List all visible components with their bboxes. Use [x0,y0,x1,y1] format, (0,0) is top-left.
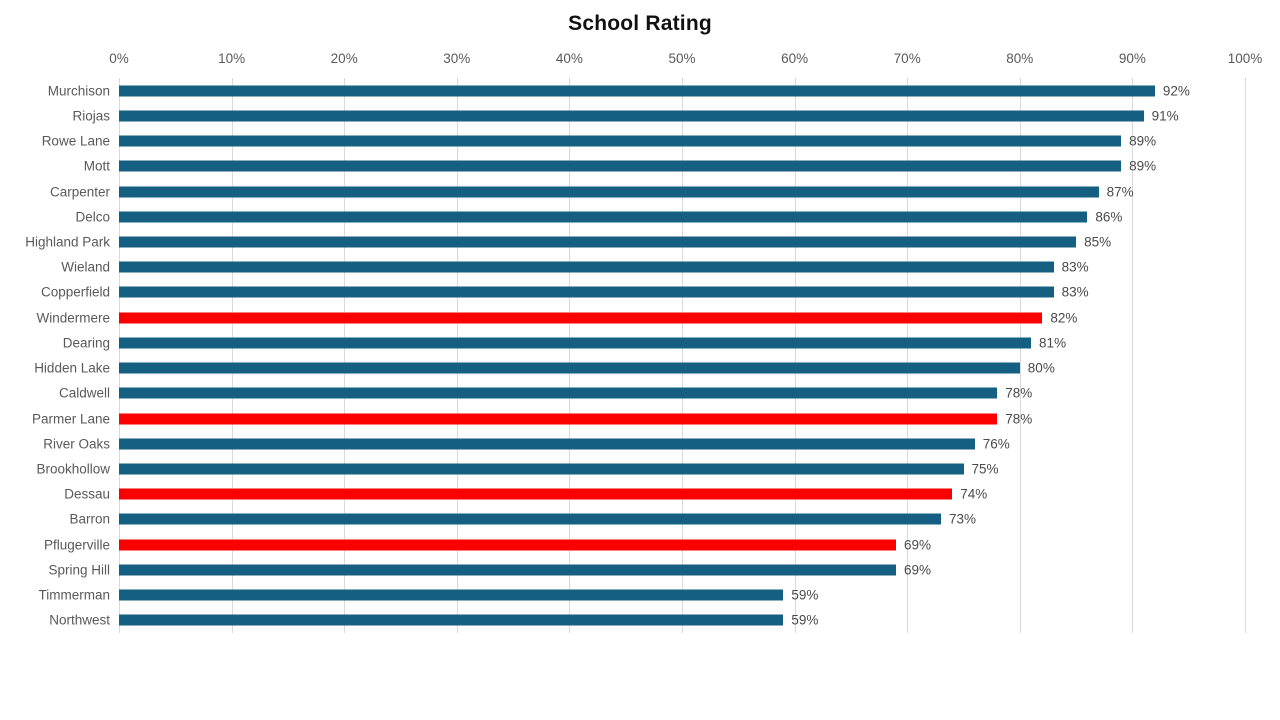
x-axis-tick-label: 100% [1227,51,1263,66]
value-label: 83% [1061,284,1089,300]
category-label: Parmer Lane [31,411,110,427]
gridline [119,78,120,633]
category-label: Carpenter [49,184,110,200]
category-label: Northwest [49,612,110,628]
bar [119,589,784,601]
bar [119,160,1122,172]
x-axis-tick-label: 60% [781,51,809,66]
gridline [907,78,909,633]
bar [119,110,1144,122]
value-label: 74% [960,486,988,502]
category-label: Delco [75,209,110,225]
value-label: 80% [1027,360,1055,376]
bar [119,438,975,450]
gridline [1245,78,1246,633]
category-label: River Oaks [43,436,110,452]
value-label: 92% [1162,83,1190,99]
bar [119,513,941,525]
bar [119,614,784,626]
value-label: 87% [1106,184,1134,200]
gridline [569,78,571,633]
category-label: Mott [83,158,110,174]
value-label: 73% [948,511,976,527]
x-axis-tick-label: 40% [555,51,583,66]
category-label: Pflugerville [43,537,110,553]
value-label: 59% [791,612,819,628]
category-label: Windermere [36,310,110,326]
value-label: 69% [903,562,931,578]
value-label: 89% [1129,158,1157,174]
bar [119,135,1122,147]
category-label: Dearing [62,335,110,351]
gridline [456,78,458,633]
value-label: 91% [1151,108,1179,124]
category-label: Wieland [61,259,110,275]
value-label: 85% [1084,234,1112,250]
category-label: Timmerman [38,587,110,603]
x-axis-tick-label: 70% [893,51,921,66]
x-axis-tick-label: 0% [109,51,129,66]
bar-highlighted [119,312,1043,324]
category-label: Caldwell [58,385,110,401]
gridline [1019,78,1021,633]
category-label: Barron [69,511,110,527]
bar-highlighted [119,413,998,425]
category-label: Dessau [64,486,110,502]
x-axis-tick-label: 50% [668,51,696,66]
gridline [794,78,796,633]
value-label: 75% [971,461,999,477]
bar-highlighted [119,539,896,551]
value-label: 69% [903,537,931,553]
category-label: Brookhollow [36,461,110,477]
value-label: 76% [982,436,1010,452]
gridline [231,78,233,633]
category-label: Highland Park [25,234,110,250]
x-axis-tick-label: 80% [1006,51,1034,66]
value-label: 78% [1005,411,1033,427]
bar [119,211,1088,223]
bar-highlighted [119,488,953,500]
value-label: 82% [1050,310,1078,326]
bar [119,564,896,576]
x-axis-tick-label: 90% [1118,51,1146,66]
value-label: 81% [1039,335,1067,351]
bar [119,362,1020,374]
category-label: Hidden Lake [34,360,110,376]
category-label: Copperfield [40,284,110,300]
value-label: 59% [791,587,819,603]
bar [119,236,1077,248]
x-axis-tick-label: 20% [330,51,358,66]
value-label: 89% [1129,133,1157,149]
category-label: Spring Hill [48,562,110,578]
category-label: Rowe Lane [41,133,110,149]
value-label: 86% [1095,209,1123,225]
bar [119,463,964,475]
category-label: Murchison [47,83,110,99]
category-label: Riojas [72,108,110,124]
x-axis-tick-label: 10% [218,51,246,66]
x-axis-tick-label: 30% [443,51,471,66]
bar [119,286,1054,298]
bar [119,337,1032,349]
gridline [1132,78,1134,633]
value-label: 83% [1061,259,1089,275]
gridline [344,78,346,633]
bar [119,261,1054,273]
bar [119,186,1099,198]
bar [119,85,1155,97]
bar [119,387,998,399]
value-label: 78% [1005,385,1033,401]
chart-title: School Rating [568,12,712,35]
gridline [682,78,683,633]
